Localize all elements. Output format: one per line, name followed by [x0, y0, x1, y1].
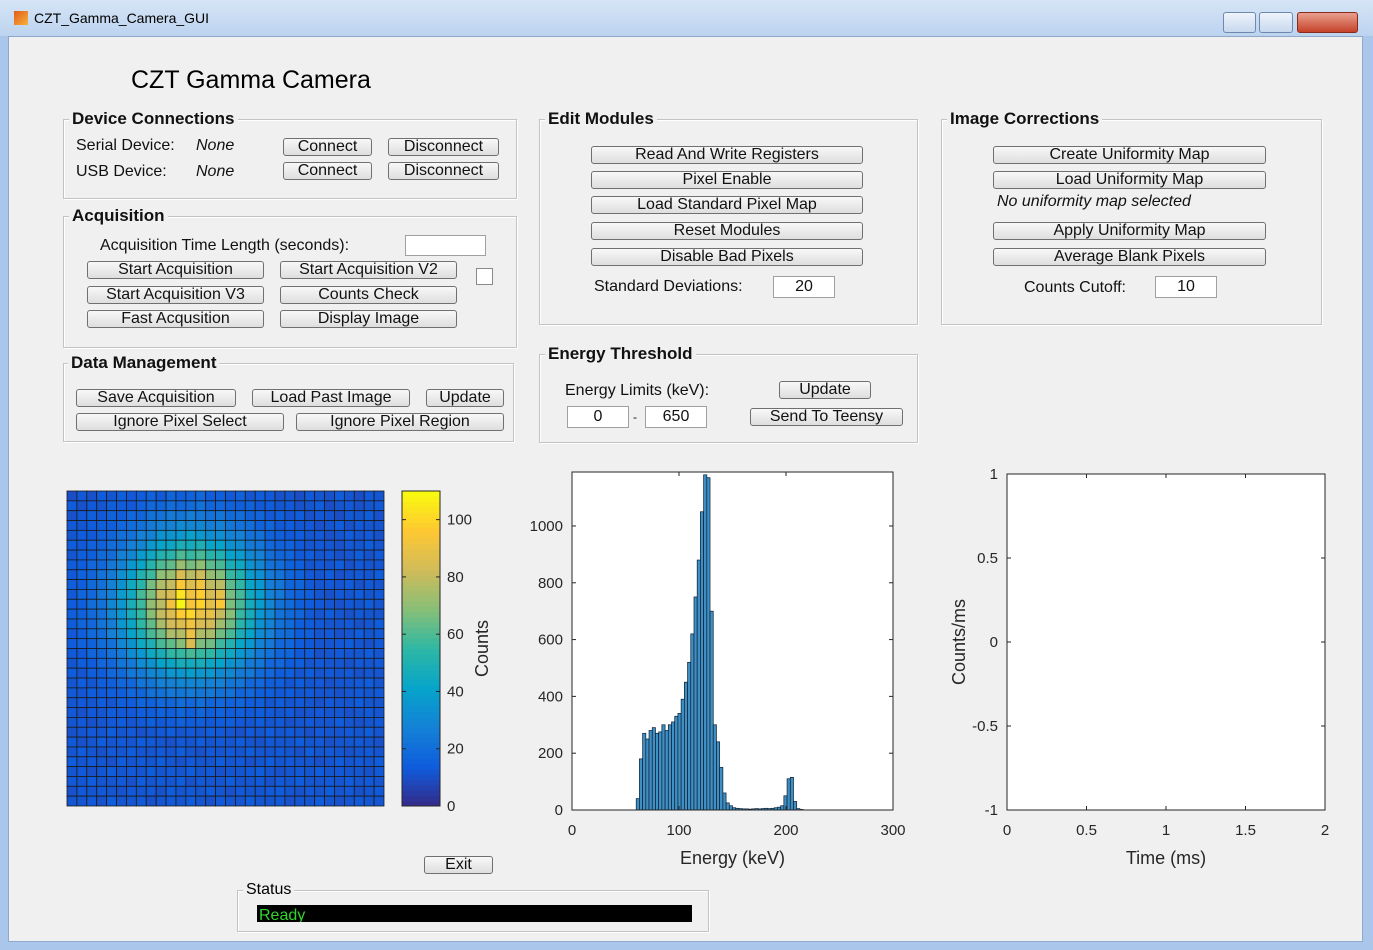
- text-input[interactable]: [405, 235, 486, 256]
- button[interactable]: Send To Teensy: [750, 408, 903, 426]
- button[interactable]: Start Acquisition V2: [280, 261, 457, 279]
- button[interactable]: Load Past Image: [252, 389, 410, 407]
- minimize-button[interactable]: [1223, 12, 1256, 33]
- status-bar: Ready: [257, 905, 692, 922]
- button[interactable]: Display Image: [280, 310, 457, 328]
- title-bar: CZT_Gamma_Camera_GUI: [0, 0, 1373, 36]
- window-title: CZT_Gamma_Camera_GUI: [34, 10, 209, 26]
- button[interactable]: Ignore Pixel Region: [296, 413, 504, 431]
- button[interactable]: Start Acquisition V3: [87, 286, 264, 304]
- button[interactable]: Update: [426, 389, 504, 407]
- value: None: [196, 163, 234, 181]
- button[interactable]: Disable Bad Pixels: [591, 248, 863, 266]
- label: Serial Device:: [76, 137, 175, 155]
- status-text: No uniformity map selected: [997, 193, 1191, 211]
- button[interactable]: Connect: [283, 162, 372, 180]
- button[interactable]: Fast Acqusition: [87, 310, 264, 328]
- button[interactable]: Start Acquisition: [87, 261, 264, 279]
- panel: [63, 119, 517, 199]
- window: CZT_Gamma_Camera_GUI CZT Gamma Camera De…: [0, 0, 1373, 950]
- button[interactable]: Average Blank Pixels: [993, 248, 1266, 266]
- button[interactable]: Apply Uniformity Map: [993, 222, 1266, 240]
- value: None: [196, 137, 234, 155]
- button[interactable]: Counts Check: [280, 286, 457, 304]
- button[interactable]: Save Acquisition: [76, 389, 236, 407]
- label: Standard Deviations:: [594, 278, 743, 296]
- text-input[interactable]: 10: [1155, 276, 1217, 298]
- panel-title: Data Management: [68, 354, 219, 372]
- panel-title: Edit Modules: [545, 110, 657, 128]
- button[interactable]: Load Standard Pixel Map: [591, 196, 863, 214]
- status-text: Ready: [259, 907, 305, 922]
- label: USB Device:: [76, 163, 167, 181]
- button[interactable]: Load Uniformity Map: [993, 171, 1266, 189]
- panel-title: Image Corrections: [947, 110, 1102, 128]
- text-input[interactable]: 0: [567, 406, 629, 428]
- button[interactable]: Connect: [283, 138, 372, 156]
- maximize-button[interactable]: [1259, 12, 1293, 33]
- button[interactable]: Ignore Pixel Select: [76, 413, 284, 431]
- button[interactable]: Create Uniformity Map: [993, 146, 1266, 164]
- label: Counts Cutoff:: [1024, 279, 1126, 297]
- panel-title: Acquisition: [69, 207, 168, 225]
- button[interactable]: Disconnect: [388, 138, 499, 156]
- panel-title: Device Connections: [69, 110, 238, 128]
- button[interactable]: Disconnect: [388, 162, 499, 180]
- button[interactable]: Read And Write Registers: [591, 146, 863, 164]
- panel-title: Status: [243, 881, 294, 899]
- app-icon: [14, 11, 28, 25]
- panel-title: Energy Threshold: [545, 345, 696, 363]
- label: Acquisition Time Length (seconds):: [100, 237, 349, 255]
- checkbox[interactable]: [476, 268, 493, 285]
- app-title: CZT Gamma Camera: [131, 66, 371, 95]
- label: Energy Limits (keV):: [565, 382, 709, 400]
- button[interactable]: Pixel Enable: [591, 171, 863, 189]
- button[interactable]: Update: [779, 381, 871, 399]
- button[interactable]: Reset Modules: [591, 222, 863, 240]
- close-button[interactable]: [1297, 12, 1358, 33]
- button[interactable]: Exit: [424, 856, 493, 874]
- text-input[interactable]: 20: [773, 276, 835, 298]
- separator: -: [633, 408, 637, 426]
- text-input[interactable]: 650: [645, 406, 707, 428]
